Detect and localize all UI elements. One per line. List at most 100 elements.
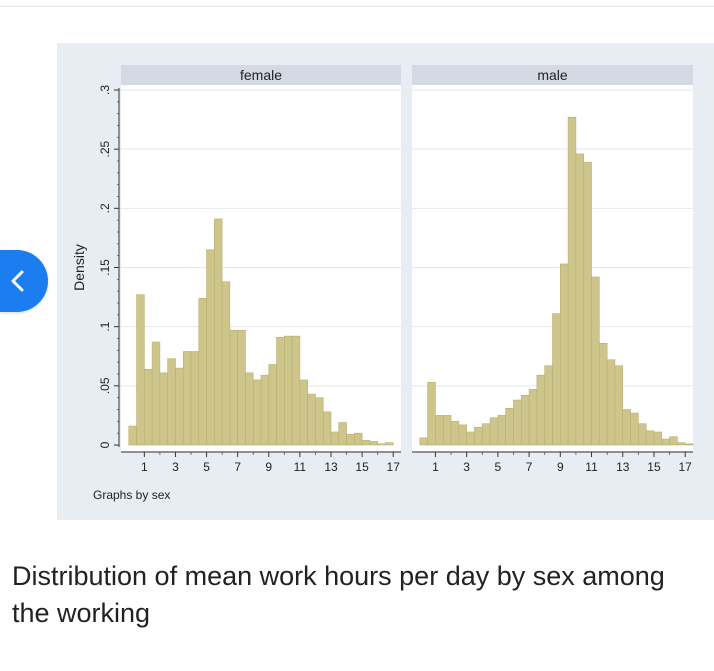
x-tick-label: 17 <box>387 460 401 474</box>
histogram-bar <box>614 365 624 446</box>
histogram-bar <box>638 423 647 446</box>
x-tick-label: 3 <box>463 460 470 474</box>
histogram-bar <box>291 335 301 446</box>
histogram-bar <box>346 434 355 446</box>
histogram-bar <box>330 431 340 446</box>
x-tick-label: 5 <box>495 460 502 474</box>
x-tick-label: 11 <box>294 460 307 474</box>
top-divider <box>0 6 714 7</box>
histogram-bar <box>661 438 670 446</box>
histogram-bar <box>385 442 394 446</box>
back-button[interactable] <box>0 250 48 312</box>
histogram-bar <box>560 263 569 446</box>
x-tick-label: 13 <box>616 460 630 474</box>
histogram-bar <box>427 381 436 446</box>
histogram-bar <box>175 367 184 446</box>
histogram-bar <box>552 313 561 446</box>
histogram-bar <box>159 372 168 446</box>
histogram-bar <box>669 436 678 446</box>
histogram-bar <box>520 394 530 446</box>
histogram-bar <box>630 412 639 446</box>
histogram-bar <box>237 329 246 446</box>
x-tick-label: 9 <box>557 460 564 474</box>
figure-caption: Distribution of mean work hours per day … <box>12 561 665 628</box>
histogram-bar <box>466 431 475 446</box>
histogram-bar <box>450 421 460 446</box>
histogram-bar <box>315 397 324 446</box>
histogram-bar <box>245 372 254 446</box>
histogram-bar <box>458 424 467 446</box>
histogram-bar <box>369 441 378 446</box>
histogram-bar <box>144 368 153 446</box>
histogram-bar <box>536 374 545 446</box>
x-tick-label: 1 <box>141 460 148 474</box>
histogram-bar <box>544 365 553 446</box>
histogram-bar <box>307 393 316 446</box>
chevron-left-icon <box>11 270 24 292</box>
histogram-bar <box>151 341 161 446</box>
histogram-bar <box>284 335 293 446</box>
x-tick-label: 17 <box>679 460 693 474</box>
panel-title-female: female <box>240 67 282 83</box>
histogram-bar <box>377 443 386 446</box>
x-tick-label: 1 <box>432 460 439 474</box>
histogram-bar <box>567 116 577 446</box>
histogram-bar <box>252 379 262 446</box>
y-axis-title: Density <box>71 244 87 291</box>
y-tick-label: .15 <box>98 259 112 276</box>
histogram-bar <box>599 342 608 446</box>
histogram-bar <box>606 359 616 446</box>
histogram-bar <box>622 409 631 446</box>
histogram-bar <box>653 431 663 446</box>
histogram-bar <box>528 389 538 446</box>
y-tick-label: .25 <box>98 141 112 158</box>
histogram-bar <box>489 417 499 446</box>
x-tick-label: 7 <box>234 460 241 474</box>
y-tick-label: .2 <box>98 203 112 213</box>
histogram-bar <box>221 281 231 446</box>
histogram-bar <box>214 218 223 446</box>
histogram-bar <box>684 443 694 446</box>
histogram-bar <box>167 358 176 446</box>
histogram-bar <box>442 415 452 446</box>
histogram-bar <box>575 153 585 446</box>
histogram-bar <box>276 337 285 446</box>
y-tick-label: .05 <box>98 377 112 394</box>
histogram-bar <box>206 249 215 446</box>
histogram-bar <box>190 351 200 446</box>
x-tick-label: 7 <box>526 460 533 474</box>
histogram-bar <box>198 297 207 446</box>
y-tick-label: .3 <box>98 85 112 95</box>
panel-header <box>121 65 401 85</box>
histogram-bar <box>322 411 332 446</box>
histogram-bar <box>419 437 428 446</box>
histogram-bar <box>136 294 145 446</box>
x-tick-label: 13 <box>324 460 338 474</box>
x-tick-label: 9 <box>265 460 272 474</box>
histogram-bar <box>229 329 238 446</box>
y-tick-label: 0 <box>98 441 112 448</box>
x-tick-label: 11 <box>585 460 598 474</box>
histogram-bar <box>677 442 686 446</box>
histogram-bar <box>299 379 308 446</box>
histogram-bar <box>128 425 137 446</box>
panel-header <box>412 65 693 85</box>
histogram-bar <box>645 430 655 446</box>
histogram-bar <box>182 351 192 446</box>
histogram-bar <box>268 364 277 446</box>
histogram-bar <box>354 432 363 446</box>
x-tick-label: 15 <box>355 460 369 474</box>
histogram-bar <box>338 422 347 446</box>
y-tick-label: .1 <box>98 321 112 331</box>
histogram-bar <box>260 374 270 446</box>
histogram-bar <box>474 426 483 446</box>
histogram-figure: Density 0.05.1.15.2.25.3 female 1 3 5 7 9 11 13 15… <box>57 43 714 520</box>
x-tick-label: 5 <box>203 460 210 474</box>
histogram-bar <box>481 423 491 446</box>
histogram-bar <box>591 276 600 446</box>
x-tick-label: 3 <box>172 460 179 474</box>
histogram-bar <box>361 439 371 446</box>
